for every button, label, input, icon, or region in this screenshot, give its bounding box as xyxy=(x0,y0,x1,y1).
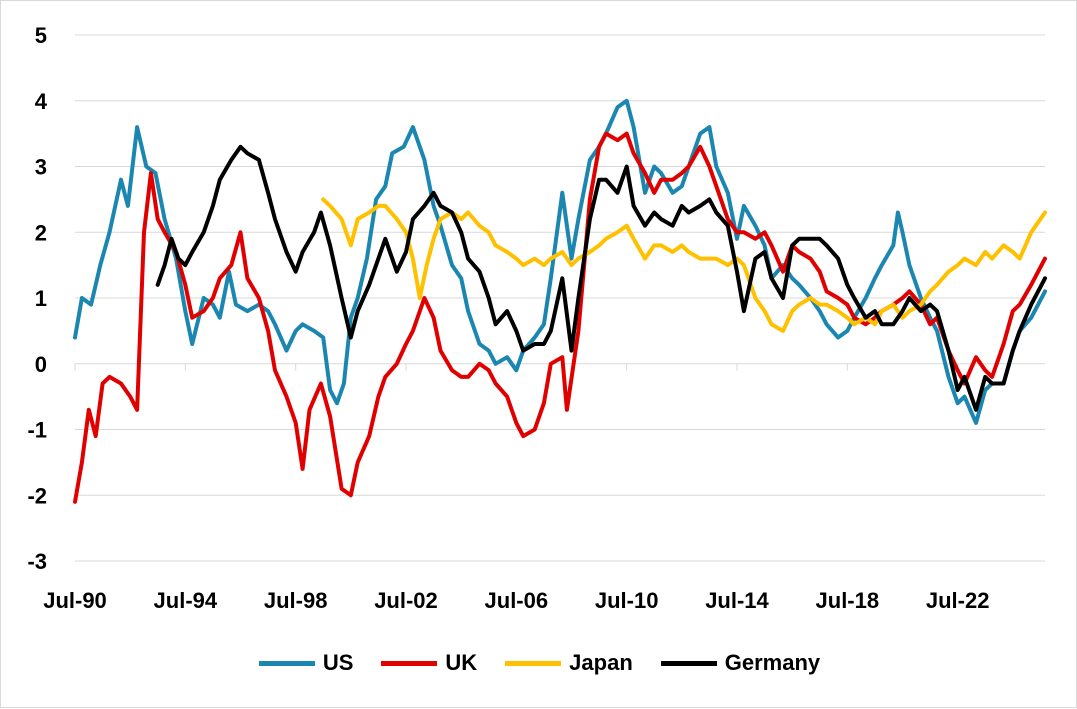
legend-swatch-us xyxy=(258,660,315,666)
legend-label-germany: Germany xyxy=(724,650,821,675)
legend-label-uk: UK xyxy=(445,650,478,675)
y-tick-label: 1 xyxy=(35,286,47,311)
legend-swatch-japan xyxy=(505,660,562,666)
legend-item-germany: Germany xyxy=(660,650,821,676)
x-tick-label: Jul-18 xyxy=(816,588,880,613)
x-tick-label: Jul-14 xyxy=(705,588,769,613)
y-tick-label: -2 xyxy=(27,483,47,508)
x-tick-label: Jul-10 xyxy=(595,588,659,613)
legend: US UK Japan Germany xyxy=(1,643,1077,683)
legend-item-us: US xyxy=(258,650,354,676)
series-line-germany xyxy=(155,144,1047,412)
y-tick-labels: 5 4 3 2 1 0 -1 -2 -3 xyxy=(27,23,47,574)
series-line-us xyxy=(73,98,1047,425)
legend-label-japan: Japan xyxy=(569,650,633,675)
legend-swatch-uk xyxy=(381,660,438,666)
axes xyxy=(74,363,1045,371)
x-tick-label: Jul-98 xyxy=(264,588,328,613)
y-tick-label: 0 xyxy=(35,352,47,377)
x-tick-label: Jul-06 xyxy=(485,588,549,613)
legend-label-us: US xyxy=(322,650,354,675)
x-tick-label: Jul-94 xyxy=(154,588,218,613)
y-tick-label: 4 xyxy=(35,89,48,114)
x-tick-label: Jul-90 xyxy=(43,588,107,613)
legend-item-japan: Japan xyxy=(505,650,633,676)
y-tick-label: -3 xyxy=(27,549,47,574)
x-tick-label: Jul-22 xyxy=(926,588,990,613)
series-line-japan xyxy=(321,197,1047,333)
series-lines xyxy=(73,98,1047,504)
x-tick-labels: Jul-90 Jul-94 Jul-98 Jul-02 Jul-06 Jul-10 Jul-… xyxy=(43,588,989,613)
y-tick-label: 2 xyxy=(35,220,47,245)
y-tick-label: -1 xyxy=(27,418,47,443)
x-tick-label: Jul-02 xyxy=(374,588,438,613)
legend-swatch-germany xyxy=(660,660,717,666)
y-tick-label: 3 xyxy=(35,155,47,180)
legend-item-uk: UK xyxy=(381,650,477,676)
y-tick-label: 5 xyxy=(35,23,47,48)
